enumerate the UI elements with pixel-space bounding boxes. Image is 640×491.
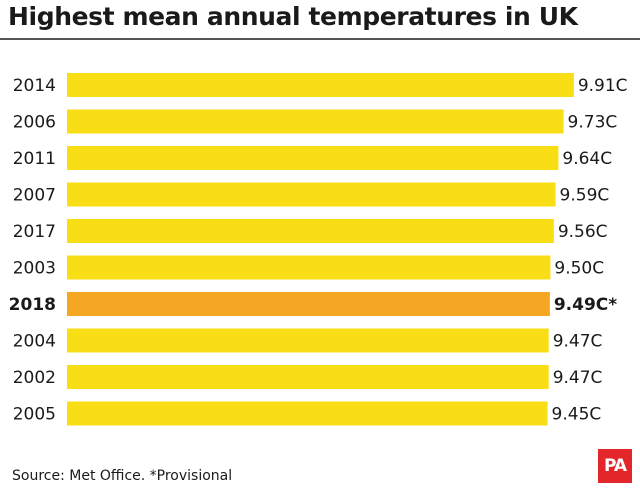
bar-2018 xyxy=(67,292,550,316)
bar-2005 xyxy=(67,401,548,426)
value-label: 9.64C xyxy=(562,149,612,169)
bar-2004 xyxy=(67,328,549,353)
bar-2002 xyxy=(67,365,549,389)
category-label: 2004 xyxy=(13,332,56,352)
category-label: 2003 xyxy=(13,259,56,279)
bar-2011 xyxy=(67,146,559,170)
value-label: 9.45C xyxy=(552,405,602,425)
category-label: 2007 xyxy=(13,186,56,206)
pa-logo: PA xyxy=(598,449,632,483)
bar-2014 xyxy=(67,73,574,97)
category-label: 2018 xyxy=(9,295,56,315)
value-label: 9.73C xyxy=(568,113,618,133)
bar-2006 xyxy=(67,109,564,134)
category-label: 2011 xyxy=(13,149,56,169)
value-label: 9.59C xyxy=(560,186,610,206)
value-label: 9.50C xyxy=(554,259,604,279)
category-label: 2006 xyxy=(13,113,56,133)
value-label: 9.56C xyxy=(558,222,608,242)
chart-title: Highest mean annual temperatures in UK xyxy=(8,2,578,31)
value-label: 9.47C xyxy=(553,368,603,388)
bar-2007 xyxy=(67,182,556,207)
title-divider xyxy=(0,38,640,40)
value-label: 9.47C xyxy=(553,332,603,352)
bar-2017 xyxy=(67,219,554,243)
category-label: 2005 xyxy=(13,405,56,425)
category-label: 2002 xyxy=(13,368,56,388)
category-label: 2014 xyxy=(13,76,56,96)
value-label: 9.91C xyxy=(578,76,628,96)
source-note: Source: Met Office. *Provisional xyxy=(12,468,233,484)
category-label: 2017 xyxy=(13,222,56,242)
bar-2003 xyxy=(67,255,551,280)
value-label: 9.49C* xyxy=(554,295,617,315)
